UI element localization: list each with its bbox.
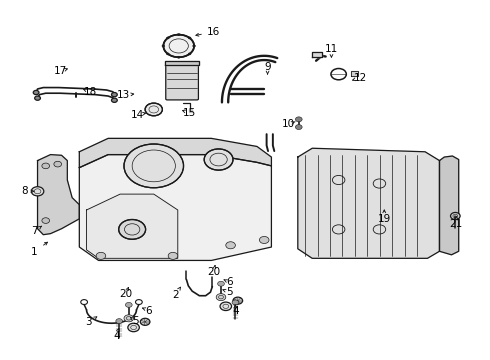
Circle shape [220, 302, 232, 311]
Text: 7: 7 [31, 226, 38, 236]
Text: 12: 12 [354, 73, 367, 83]
Text: 5: 5 [226, 287, 233, 297]
Circle shape [112, 93, 117, 97]
Polygon shape [79, 154, 271, 260]
Text: 2: 2 [172, 290, 179, 300]
Text: 18: 18 [84, 87, 97, 97]
Circle shape [259, 237, 269, 243]
Text: 3: 3 [86, 317, 92, 327]
Text: 20: 20 [207, 267, 220, 277]
Text: 9: 9 [264, 62, 271, 72]
Text: 13: 13 [117, 90, 130, 100]
Polygon shape [189, 109, 192, 112]
Circle shape [33, 90, 39, 95]
Circle shape [124, 144, 184, 188]
Text: 15: 15 [183, 108, 196, 118]
Circle shape [119, 220, 146, 239]
Circle shape [177, 33, 180, 36]
Polygon shape [298, 148, 440, 258]
Circle shape [193, 45, 196, 47]
Circle shape [42, 218, 49, 224]
Circle shape [177, 56, 180, 58]
Text: 19: 19 [378, 214, 391, 224]
Circle shape [163, 35, 194, 57]
Text: 17: 17 [53, 66, 67, 76]
Text: 10: 10 [282, 119, 295, 129]
Text: 14: 14 [131, 110, 144, 120]
Circle shape [168, 252, 178, 259]
Circle shape [96, 252, 106, 259]
Circle shape [162, 45, 165, 47]
Circle shape [145, 103, 162, 116]
Text: 4: 4 [113, 331, 120, 341]
Text: 1: 1 [30, 247, 37, 257]
Circle shape [140, 318, 150, 325]
Circle shape [167, 37, 170, 39]
Circle shape [125, 302, 132, 307]
Circle shape [112, 98, 117, 102]
Circle shape [216, 294, 226, 301]
Circle shape [188, 37, 191, 39]
Text: 11: 11 [325, 45, 338, 54]
Circle shape [218, 281, 224, 286]
Circle shape [295, 117, 302, 122]
Text: 8: 8 [21, 186, 27, 196]
FancyBboxPatch shape [166, 64, 198, 100]
Circle shape [31, 187, 44, 196]
Circle shape [233, 297, 243, 304]
Circle shape [188, 53, 191, 55]
Text: 16: 16 [207, 27, 220, 37]
Circle shape [232, 300, 239, 305]
Polygon shape [79, 138, 271, 168]
Polygon shape [312, 52, 322, 57]
Text: 4: 4 [232, 306, 239, 316]
Text: 6: 6 [146, 306, 152, 315]
Circle shape [54, 161, 62, 167]
Circle shape [128, 323, 139, 332]
Polygon shape [87, 194, 178, 258]
Text: 21: 21 [450, 219, 463, 229]
Circle shape [124, 315, 134, 322]
Circle shape [226, 242, 235, 249]
Circle shape [116, 319, 122, 324]
Text: 5: 5 [132, 316, 139, 326]
Polygon shape [351, 71, 358, 76]
Text: 20: 20 [120, 289, 132, 298]
Polygon shape [165, 61, 199, 66]
Circle shape [42, 163, 49, 169]
Text: 6: 6 [226, 277, 233, 287]
Circle shape [35, 96, 41, 100]
Circle shape [450, 212, 460, 220]
Circle shape [167, 53, 170, 55]
Circle shape [204, 149, 233, 170]
Polygon shape [38, 154, 79, 235]
Polygon shape [440, 156, 459, 255]
Circle shape [295, 125, 302, 130]
